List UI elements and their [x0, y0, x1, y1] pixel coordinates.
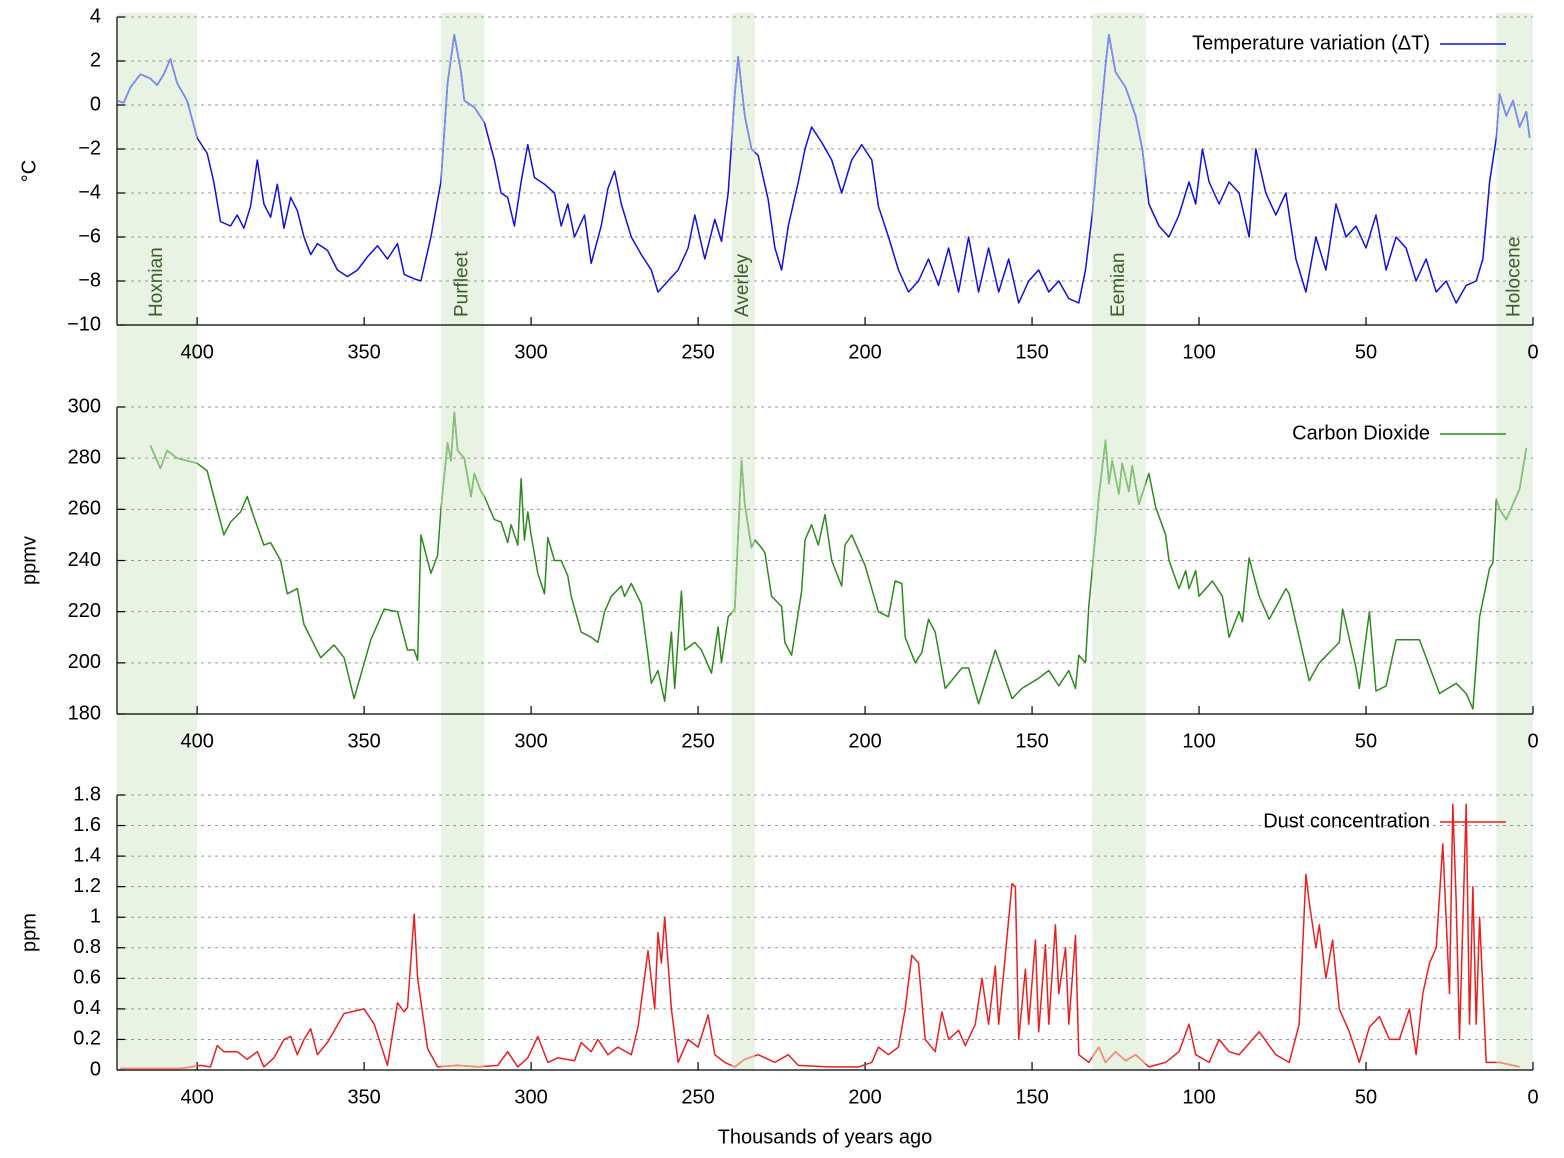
y-axis-label: ppmv: [18, 536, 40, 585]
x-tick-label: 250: [681, 730, 714, 752]
y-tick-label: 1: [90, 906, 101, 928]
y-tick-label: 1.8: [73, 783, 101, 805]
y-tick-label: −6: [78, 225, 101, 247]
period-label: Eemian: [1108, 253, 1129, 317]
x-tick-label: 100: [1182, 1086, 1215, 1108]
legend-label: Carbon Dioxide: [1292, 422, 1430, 444]
y-tick-label: −4: [78, 181, 101, 203]
x-tick-label: 300: [514, 730, 547, 752]
x-tick-label: 400: [180, 730, 213, 752]
y-tick-label: 2: [90, 49, 101, 71]
x-tick-label: 0: [1527, 341, 1538, 363]
x-tick-label: 0: [1527, 730, 1538, 752]
x-axis-label: Thousands of years ago: [718, 1126, 933, 1148]
y-tick-label: 240: [68, 549, 101, 571]
x-tick-label: 400: [180, 341, 213, 363]
y-tick-label: 260: [68, 498, 101, 520]
y-tick-label: 180: [68, 702, 101, 724]
y-tick-label: −2: [78, 137, 101, 159]
x-tick-label: 300: [514, 1086, 547, 1108]
y-tick-label: 280: [68, 446, 101, 468]
y-tick-label: 300: [68, 395, 101, 417]
x-tick-label: 300: [514, 341, 547, 363]
x-tick-label: 200: [848, 1086, 881, 1108]
y-tick-label: 0.8: [73, 936, 101, 958]
data-line: [149, 411, 1528, 710]
period-label: Purfleet: [452, 251, 473, 317]
y-tick-label: 0.2: [73, 1028, 101, 1050]
data-line-highlight: [120, 803, 1520, 1070]
legend-label: Temperature variation (ΔT): [1192, 32, 1430, 54]
period-band: [731, 13, 755, 1070]
x-tick-label: 250: [681, 1086, 714, 1108]
y-tick-label: 0.6: [73, 967, 101, 989]
y-tick-label: 1.2: [73, 875, 101, 897]
x-tick-label: 100: [1182, 730, 1215, 752]
y-axis-label: °C: [18, 160, 40, 182]
data-line: [120, 803, 1520, 1070]
x-tick-label: 0: [1527, 1086, 1538, 1108]
x-tick-label: 150: [1015, 730, 1048, 752]
x-tick-label: 100: [1182, 341, 1215, 363]
x-tick-label: 200: [848, 341, 881, 363]
y-tick-label: 200: [68, 651, 101, 673]
x-tick-label: 150: [1015, 1086, 1048, 1108]
y-tick-label: −8: [78, 269, 101, 291]
x-tick-label: 50: [1355, 1086, 1377, 1108]
period-bands: [117, 13, 1533, 1070]
y-tick-label: 0: [90, 93, 101, 115]
period-band: [1092, 13, 1146, 1070]
y-tick-label: 220: [68, 600, 101, 622]
period-band: [117, 13, 198, 1070]
y-tick-label: −10: [67, 313, 101, 335]
y-axis-label: ppm: [18, 913, 40, 952]
y-tick-label: 4: [90, 5, 101, 27]
y-tick-label: 0.4: [73, 997, 101, 1019]
data-line: [116, 33, 1531, 304]
x-tick-label: 350: [347, 1086, 380, 1108]
x-tick-label: 250: [681, 341, 714, 363]
x-tick-label: 50: [1355, 341, 1377, 363]
y-tick-label: 1.4: [73, 844, 101, 866]
x-tick-label: 50: [1355, 730, 1377, 752]
x-tick-label: 150: [1015, 341, 1048, 363]
x-tick-label: 200: [848, 730, 881, 752]
legend-label: Dust concentration: [1263, 810, 1430, 832]
y-tick-label: 0: [90, 1058, 101, 1080]
x-tick-label: 400: [180, 1086, 213, 1108]
period-label: Holocene: [1504, 237, 1525, 317]
period-band: [440, 13, 485, 1070]
x-tick-label: 350: [347, 341, 380, 363]
data-line-highlight: [117, 33, 1531, 304]
period-label: Hoxnian: [146, 247, 167, 317]
period-band: [1496, 13, 1533, 1070]
y-tick-label: 1.6: [73, 814, 101, 836]
period-label: Averley: [732, 253, 753, 317]
x-tick-label: 350: [347, 730, 380, 752]
